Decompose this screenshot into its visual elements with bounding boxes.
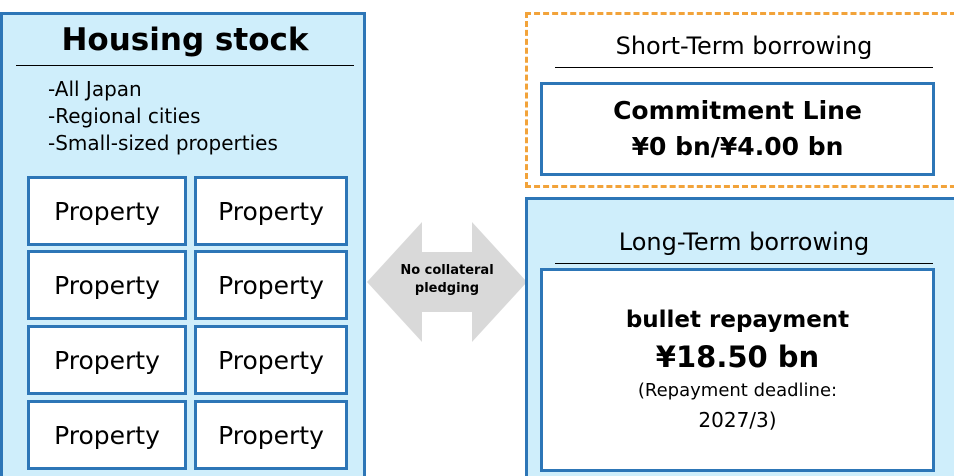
property-box: Property (194, 250, 348, 320)
text: ¥18.50 bn (655, 340, 820, 374)
arrow: No collateral pledging (367, 222, 527, 342)
item: -All Japan (48, 77, 142, 101)
housing-items: -All Japan -Regional cities -Small-sized p… (48, 76, 278, 157)
property-box: Property (27, 250, 187, 320)
short-term-title: Short-Term borrowing (555, 32, 933, 68)
property-box: Property (27, 400, 187, 470)
bullet-box: bullet repayment ¥18.50 bn (Repayment de… (540, 268, 935, 472)
arrow-label: No collateral (400, 263, 493, 278)
property-box: Property (194, 176, 348, 246)
text: (Repayment deadline: (637, 380, 838, 401)
housing-title: Housing stock (16, 22, 354, 66)
property-box: Property (27, 176, 187, 246)
item: -Regional cities (48, 104, 201, 128)
commitment-box: Commitment Line ¥0 bn/¥4.00 bn (540, 82, 935, 176)
long-term-title: Long-Term borrowing (555, 228, 933, 264)
text: ¥0 bn/¥4.00 bn (631, 132, 844, 161)
double-arrow (367, 222, 527, 342)
property-box: Property (194, 400, 348, 470)
text: 2027/3) (698, 408, 777, 432)
property-box: Property (194, 325, 348, 395)
property-box: Property (27, 325, 187, 395)
item: -Small-sized properties (48, 131, 278, 155)
text: bullet repayment (625, 307, 850, 333)
text: Commitment Line (613, 96, 862, 125)
arrow-label: pledging (415, 281, 479, 296)
